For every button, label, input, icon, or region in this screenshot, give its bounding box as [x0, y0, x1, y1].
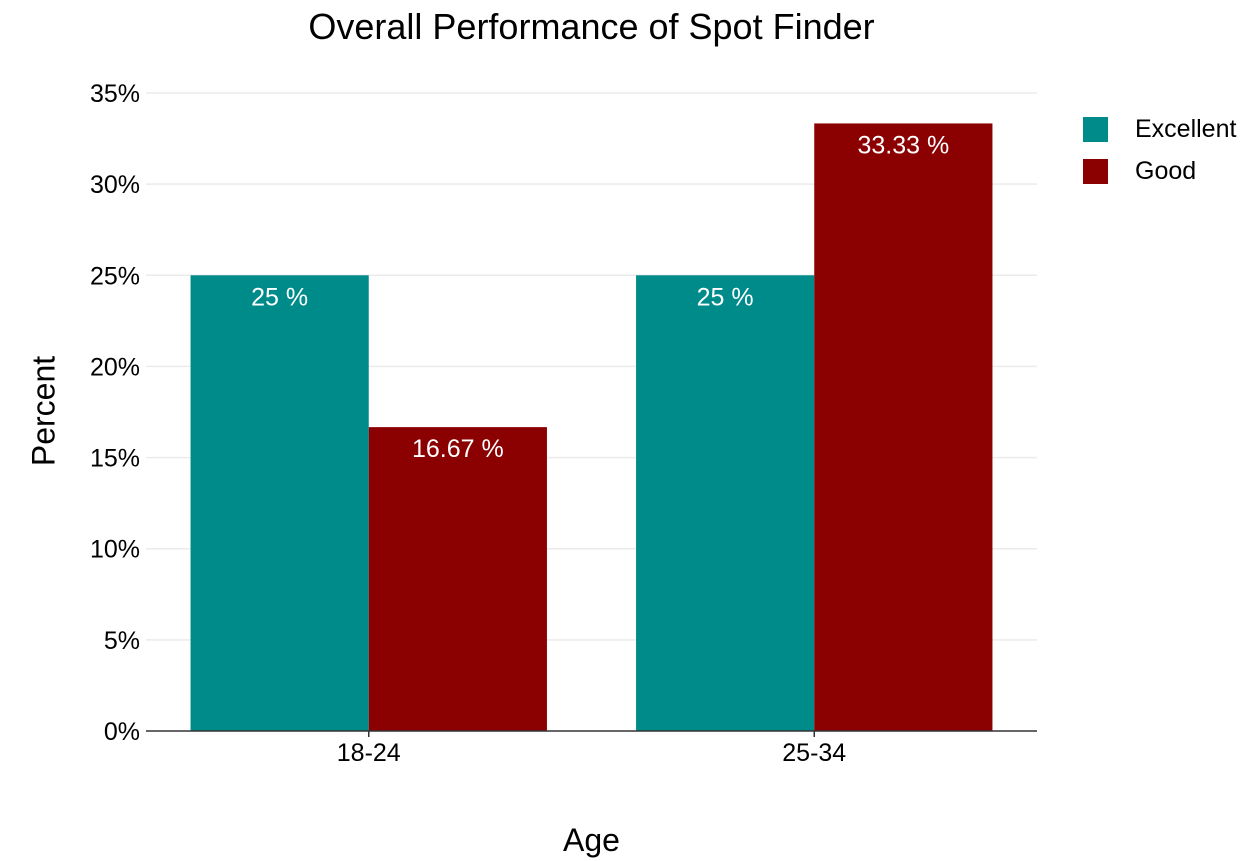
legend-swatch-good	[1083, 158, 1108, 184]
data-label: 16.67 %	[412, 435, 504, 463]
legend-label-good: Good	[1135, 156, 1197, 185]
y-tick-label: 35%	[90, 80, 140, 108]
data-label: 25 %	[697, 283, 754, 311]
legend-label-excellent: Excellent	[1135, 114, 1237, 143]
y-axis-title: Percent	[25, 355, 62, 467]
legend-item-good: Good	[1083, 150, 1236, 192]
data-labels: 25 % 16.67 % 25 % 33.33 %	[251, 131, 949, 463]
legend-swatch-excellent	[1083, 116, 1108, 142]
y-tick-label: 20%	[90, 353, 140, 381]
y-tick-label: 25%	[90, 262, 140, 290]
legend: Excellent Good	[1083, 108, 1236, 192]
legend-item-excellent: Excellent	[1083, 108, 1236, 150]
bar-good-25-34	[814, 123, 993, 731]
x-tick-label: 18-24	[337, 739, 401, 767]
axes: 0% 5% 10% 15% 20% 25% 30% 35% 18-24 25-34	[90, 80, 1037, 767]
chart-title: Overall Performance of Spot Finder	[308, 6, 875, 47]
bar-excellent-18-24	[190, 275, 369, 731]
y-tick-label: 30%	[90, 171, 140, 199]
bar-good-18-24	[368, 427, 547, 731]
y-tick-label: 0%	[104, 718, 140, 746]
y-tick-label: 10%	[90, 536, 140, 564]
y-tick-label: 15%	[90, 445, 140, 473]
y-tick-label: 5%	[104, 627, 140, 655]
data-label: 33.33 %	[857, 131, 949, 159]
data-label: 25 %	[251, 283, 308, 311]
bars	[190, 123, 993, 731]
x-tick-label: 25-34	[782, 739, 846, 767]
bar-excellent-25-34	[636, 275, 815, 731]
x-axis-title: Age	[563, 822, 620, 858]
